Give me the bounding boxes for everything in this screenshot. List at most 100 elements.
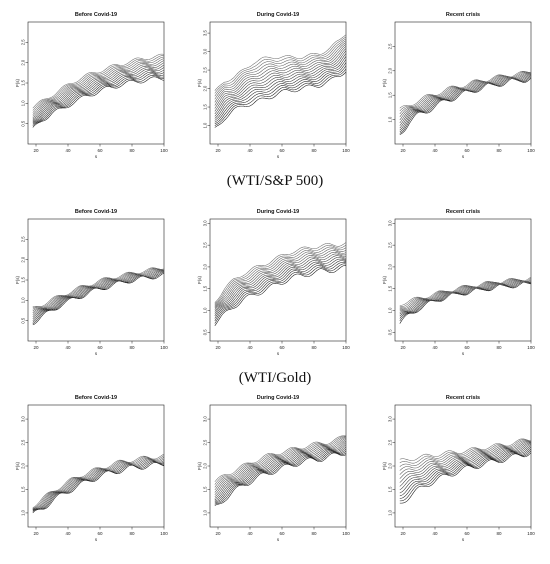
y-tick-label: 2.0 bbox=[388, 263, 393, 269]
series-line bbox=[214, 50, 347, 115]
y-tick-label: 1.0 bbox=[203, 122, 208, 128]
series-line bbox=[214, 40, 347, 100]
series-line bbox=[399, 279, 532, 310]
x-tick-label: 80 bbox=[311, 531, 317, 536]
series-line bbox=[32, 455, 165, 509]
x-tick-label: 80 bbox=[129, 531, 135, 536]
series-line bbox=[399, 279, 532, 312]
x-tick-label: 80 bbox=[129, 345, 135, 350]
y-tick-label: 1.5 bbox=[203, 486, 208, 492]
y-tick-label: 3.0 bbox=[203, 415, 208, 421]
series-line bbox=[32, 270, 165, 319]
series-line bbox=[214, 435, 347, 483]
series-line bbox=[214, 253, 346, 310]
series-line bbox=[214, 62, 347, 123]
y-tick-label: 2.5 bbox=[203, 439, 208, 445]
chart-panel-2: During Covid-19 20 40 60 80 100 1.0 1.5 2.0 2.5 3.… bbox=[197, 12, 350, 159]
chart-title: Recent crisis bbox=[446, 12, 480, 18]
series-line bbox=[214, 56, 347, 119]
y-tick-label: 0.5 bbox=[21, 317, 26, 323]
x-tick-label: 20 bbox=[400, 531, 406, 536]
y-tick-label: 2.0 bbox=[388, 462, 393, 468]
y-tick-label: 2.5 bbox=[388, 43, 393, 49]
series-line bbox=[214, 34, 347, 91]
series-line bbox=[32, 462, 165, 514]
y-axis-label: F(s) bbox=[197, 462, 202, 470]
chart-panel-9: Recent crisis 20 40 60 80 100 1.0 1.5 2.0 2.5 3.0 s… bbox=[382, 395, 535, 542]
series-line bbox=[399, 439, 532, 464]
series-line bbox=[214, 440, 347, 497]
series-line bbox=[214, 442, 347, 499]
series-line bbox=[399, 441, 532, 475]
x-tick-label: 80 bbox=[496, 345, 502, 350]
y-tick-label: 2.0 bbox=[21, 59, 26, 65]
y-tick-label: 1.5 bbox=[21, 79, 26, 85]
y-tick-label: 2.5 bbox=[203, 66, 208, 72]
y-tick-label: 1.5 bbox=[388, 486, 393, 492]
series-line bbox=[399, 448, 532, 499]
series-line bbox=[32, 457, 165, 510]
y-tick-label: 0.5 bbox=[388, 329, 393, 335]
y-tick-label: 2.5 bbox=[388, 242, 393, 248]
chart-title: Before Covid-19 bbox=[75, 209, 117, 215]
series-line bbox=[399, 444, 532, 491]
x-tick-label: 20 bbox=[400, 148, 406, 153]
series-line bbox=[32, 460, 165, 511]
y-tick-label: 2.0 bbox=[203, 85, 208, 91]
y-tick-label: 3.0 bbox=[388, 220, 393, 226]
chart-title: Recent crisis bbox=[446, 395, 480, 401]
x-tick-label: 20 bbox=[215, 345, 221, 350]
y-tick-label: 1.0 bbox=[21, 100, 26, 106]
x-tick-label: 60 bbox=[279, 531, 285, 536]
series-line bbox=[399, 438, 532, 461]
x-tick-label: 60 bbox=[464, 148, 470, 153]
x-tick-label: 20 bbox=[215, 531, 221, 536]
y-tick-label: 3.0 bbox=[388, 415, 393, 421]
x-tick-label: 80 bbox=[129, 148, 135, 153]
x-tick-label: 20 bbox=[33, 531, 39, 536]
series-line bbox=[32, 458, 165, 510]
series-line bbox=[399, 280, 532, 315]
chart-panel-7: Before Covid-19 20 40 60 80 100 1.0 1.5 2.0 2.5 3.… bbox=[15, 395, 168, 542]
series-line bbox=[399, 76, 532, 134]
series-line bbox=[399, 70, 532, 109]
plot-frame bbox=[209, 21, 347, 145]
x-tick-label: 40 bbox=[65, 531, 71, 536]
series-line bbox=[399, 71, 532, 112]
plot-frame bbox=[209, 218, 347, 342]
x-tick-label: 100 bbox=[527, 345, 535, 350]
series-line bbox=[32, 62, 165, 118]
y-tick-label: 2.5 bbox=[203, 242, 208, 248]
y-axis-label: F(s) bbox=[382, 462, 387, 470]
chart-panel-3: Recent crisis 20 40 60 80 100 1.0 1.5 2.0 2.5 s F(s… bbox=[382, 12, 535, 159]
series-line bbox=[214, 448, 347, 503]
series-line bbox=[214, 59, 347, 121]
x-tick-label: 20 bbox=[400, 345, 406, 350]
x-axis-label: s bbox=[462, 351, 465, 356]
x-tick-label: 80 bbox=[496, 531, 502, 536]
x-tick-label: 60 bbox=[97, 148, 103, 153]
series-line bbox=[399, 72, 532, 124]
series-line bbox=[214, 44, 347, 106]
x-axis-label: s bbox=[462, 537, 465, 542]
y-tick-label: 2.0 bbox=[21, 462, 26, 468]
series-line bbox=[214, 446, 347, 502]
y-tick-label: 2.5 bbox=[388, 439, 393, 445]
caption-wti-sp500: (WTI/S&P 500) bbox=[226, 173, 324, 189]
series-line bbox=[214, 451, 347, 505]
series-line bbox=[399, 279, 532, 313]
x-tick-label: 100 bbox=[160, 148, 168, 153]
x-tick-label: 40 bbox=[432, 345, 438, 350]
y-tick-label: 1.0 bbox=[388, 509, 393, 515]
x-tick-label: 60 bbox=[279, 148, 285, 153]
y-tick-label: 2.0 bbox=[203, 263, 208, 269]
y-axis-label: F(s) bbox=[197, 79, 202, 87]
y-tick-label: 1.5 bbox=[21, 486, 26, 492]
series-line bbox=[32, 67, 165, 121]
y-axis-label: F(s) bbox=[197, 276, 202, 284]
series-line bbox=[214, 71, 347, 128]
series-line bbox=[399, 443, 532, 487]
series-line bbox=[399, 276, 532, 306]
series-line bbox=[32, 459, 165, 510]
x-tick-label: 100 bbox=[342, 345, 350, 350]
